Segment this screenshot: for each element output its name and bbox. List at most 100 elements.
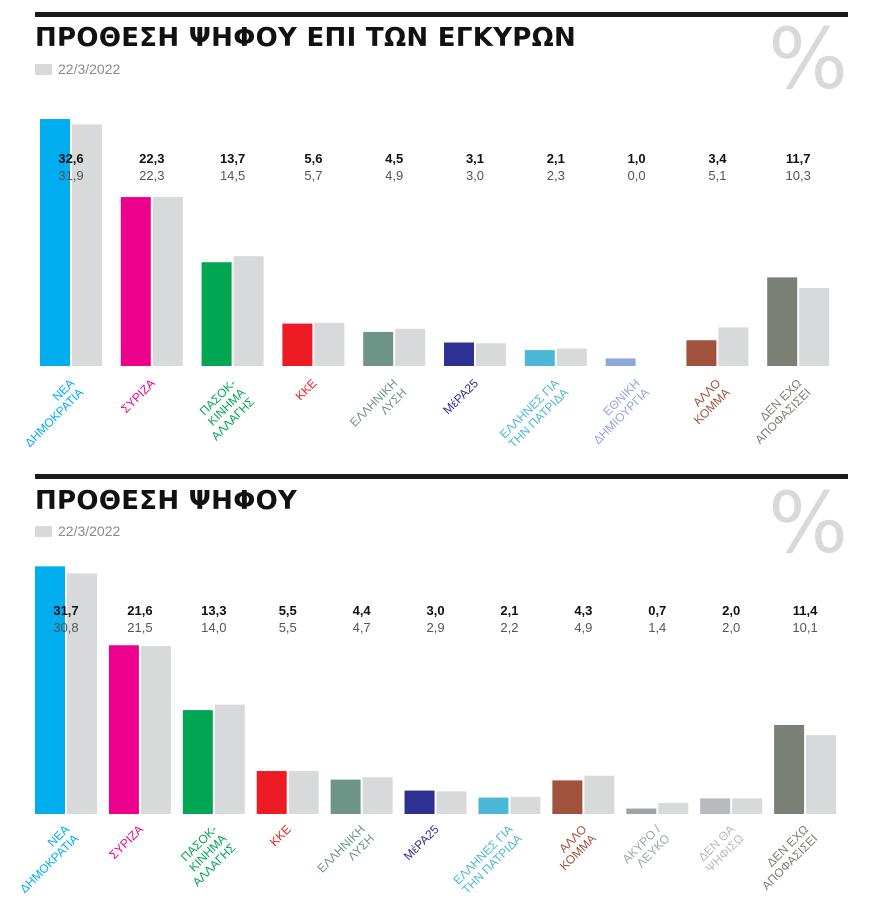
data-label-current: 13,7: [220, 151, 245, 166]
bar-current: [404, 790, 435, 814]
bar-previous: [314, 322, 345, 366]
chart-title: ΠΡΟΘΕΣΗ ΨΗΦΟΥ: [35, 486, 298, 516]
bar-chart-valid-votes: 32,631,9ΝΕΑΔΗΜΟΚΡΑΤΙΑ22,322,3ΣΥΡΙΖΑ13,71…: [22, 119, 830, 451]
bar-previous: [806, 735, 837, 814]
bar-previous: [72, 124, 102, 366]
category-label: ΕΛΛΗΝΙΚΗΛΥΣΗ: [314, 822, 376, 884]
data-label-previous: 31,9: [58, 168, 83, 183]
bar-previous: [556, 348, 587, 366]
bar-previous: [732, 798, 763, 814]
bar-current: [605, 358, 636, 366]
data-label-current: 32,6: [58, 151, 83, 166]
bar-previous: [799, 287, 830, 366]
data-label-previous: 4,9: [385, 168, 403, 183]
data-label-previous: 21,5: [127, 620, 152, 635]
bar-current: [108, 645, 139, 814]
bar-previous: [288, 771, 319, 814]
category-label: ΔΕΝ ΕΧΩΑΠΟΦΑΣΙΣΕΙ: [750, 822, 821, 893]
percent-icon: %: [768, 10, 848, 108]
data-label-previous: 14,0: [201, 620, 226, 635]
bar-previous: [67, 573, 97, 814]
category-label: ΑΚΥΡΟ /ΛΕΥΚΟ: [620, 822, 674, 876]
svg-text:%: %: [768, 10, 848, 108]
bar-current: [40, 119, 70, 366]
data-label-previous: 4,9: [574, 620, 592, 635]
data-label-current: 4,4: [353, 603, 372, 618]
data-label-current: 31,7: [53, 603, 78, 618]
data-label-current: 1,0: [628, 151, 646, 166]
data-label-current: 5,5: [279, 603, 297, 618]
bar-current: [478, 797, 509, 814]
bar-previous: [658, 803, 689, 814]
data-label-previous: 14,5: [220, 168, 245, 183]
bar-current: [444, 342, 474, 366]
bar-previous: [233, 256, 264, 366]
bar-previous: [395, 328, 426, 366]
bar-previous: [584, 775, 615, 814]
bar-current: [686, 340, 717, 366]
bar-previous: [510, 796, 541, 814]
data-label-current: 13,3: [201, 603, 226, 618]
data-label-current: 4,5: [385, 151, 403, 166]
data-label-current: 3,0: [427, 603, 445, 618]
category-label: ΑΛΛΟΚΟΜΜΑ: [548, 822, 599, 873]
bar-current: [182, 710, 213, 814]
bar-current: [256, 771, 287, 814]
bar-previous: [362, 777, 393, 814]
data-label-previous: 10,1: [792, 620, 817, 635]
bar-current: [626, 808, 657, 814]
data-label-current: 0,7: [648, 603, 666, 618]
svg-text:%: %: [768, 474, 848, 572]
bar-previous: [436, 791, 467, 814]
bar-previous: [214, 704, 245, 814]
legend: 22/3/2022: [35, 61, 120, 77]
data-label-previous: 3,0: [466, 168, 484, 183]
data-label-current: 11,4: [793, 603, 818, 618]
legend-label: 22/3/2022: [58, 523, 121, 539]
bar-current: [120, 197, 151, 366]
data-label-previous: 2,0: [722, 620, 740, 635]
legend-label: 22/3/2022: [58, 61, 121, 77]
data-label-current: 22,3: [139, 151, 164, 166]
data-label-previous: 2,2: [500, 620, 518, 635]
data-label-current: 21,6: [127, 603, 152, 618]
data-label-previous: 30,8: [53, 620, 78, 635]
data-label-current: 2,1: [547, 151, 565, 166]
data-label-current: 4,3: [574, 603, 592, 618]
bar-current: [774, 724, 805, 814]
category-label: ΠΑΣΟΚ-ΚΙΝΗΜΑΑΛΛΑΓΗΣ: [171, 822, 238, 889]
data-label-previous: 22,3: [139, 168, 164, 183]
bar-previous: [140, 646, 171, 814]
panel-top-rule: [35, 12, 848, 17]
data-label-current: 3,4: [708, 151, 727, 166]
data-label-current: 3,1: [466, 151, 484, 166]
legend: 22/3/2022: [35, 523, 120, 539]
data-label-previous: 5,1: [708, 168, 726, 183]
data-label-previous: 0,0: [628, 168, 646, 183]
data-label-current: 2,0: [722, 603, 740, 618]
bar-current: [363, 331, 394, 366]
category-label: ΜέΡΑ25: [401, 822, 442, 863]
category-label: ΕΛΛΗΝΕΣ ΓΙΑΤΗΝ ΠΑΤΡΙΔΑ: [450, 822, 525, 897]
bar-current: [282, 323, 313, 366]
bar-current: [524, 350, 555, 366]
legend-swatch-previous: [35, 63, 52, 75]
data-label-current: 5,6: [304, 151, 322, 166]
legend-swatch-previous: [35, 525, 52, 537]
bar-current: [201, 262, 232, 366]
category-label: ΚΚΕ: [267, 822, 294, 849]
bar-current: [35, 566, 65, 814]
panel-top-rule: [35, 474, 848, 479]
chart-title: ΠΡΟΘΕΣΗ ΨΗΦΟΥ ΕΠΙ ΤΩΝ ΕΓΚΥΡΩΝ: [35, 23, 577, 53]
bar-current: [767, 277, 798, 366]
bar-previous: [476, 343, 506, 366]
bar-current: [330, 779, 361, 814]
category-label: ΣΥΡΙΖΑ: [106, 822, 146, 862]
category-label: ΝΕΑΔΗΜΟΚΡΑΤΙΑ: [8, 822, 81, 895]
bar-current: [552, 780, 583, 814]
bar-previous: [152, 197, 183, 366]
data-label-previous: 4,7: [353, 620, 371, 635]
data-label-current: 2,1: [500, 603, 518, 618]
percent-icon: %: [768, 474, 848, 572]
